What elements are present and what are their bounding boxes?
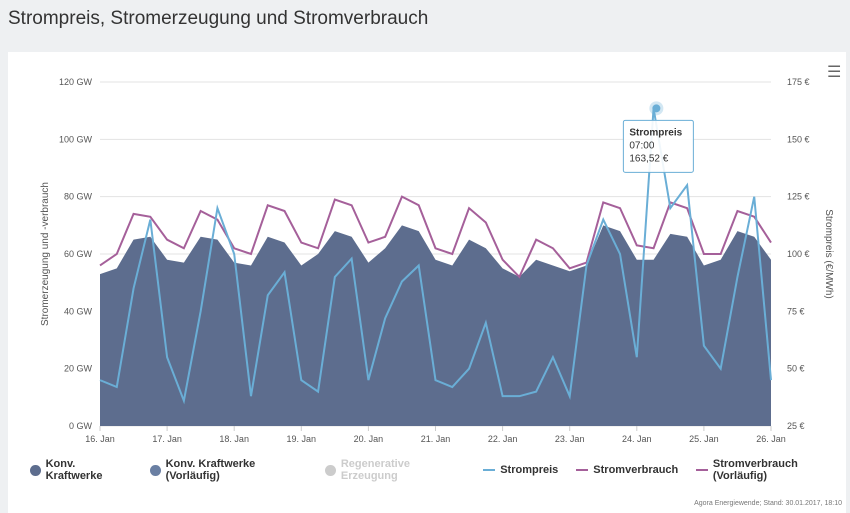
legend: Konv. Kraftwerke Konv. Kraftwerke (Vorläu… xyxy=(30,458,850,482)
legend-line-icon xyxy=(483,469,496,471)
y-tick-left: 40 GW xyxy=(64,306,93,316)
legend-dot-icon xyxy=(30,464,41,476)
y-tick-right: 100 € xyxy=(787,249,810,259)
y-tick-left: 0 GW xyxy=(69,421,93,431)
y-tick-left: 60 GW xyxy=(64,249,93,259)
legend-label: Konv. Kraftwerke xyxy=(45,458,103,482)
legend-label: Stromverbrauch xyxy=(593,464,679,476)
credit: Agora Energiewende; Stand: 30.01.2017, 1… xyxy=(694,500,842,507)
area-konv-kraftwerke xyxy=(100,225,771,426)
legend-label: Regenerative Erzeugung xyxy=(340,458,410,482)
y-axis-label-right: Strompreis (€/MWh) xyxy=(823,209,834,298)
tooltip-title: Strompreis xyxy=(629,127,682,138)
y-tick-right: 75 € xyxy=(787,306,805,316)
y-tick-right: 25 € xyxy=(787,421,805,431)
legend-label: Stromverbrauch (Vorläufig) xyxy=(712,458,798,482)
page-title: Strompreis, Stromerzeugung und Stromverb… xyxy=(8,8,429,29)
y-tick-left: 20 GW xyxy=(64,364,93,374)
x-tick: 19. Jan xyxy=(287,434,317,444)
y-tick-left: 80 GW xyxy=(64,192,93,202)
tooltip-marker xyxy=(652,104,661,113)
tooltip-box xyxy=(622,119,694,173)
legend-line-icon xyxy=(576,469,589,471)
tooltip-value: 163,52 € xyxy=(629,153,668,164)
x-tick: 20. Jan xyxy=(354,434,384,444)
legend-item[interactable]: Regenerative Erzeugung xyxy=(325,458,465,482)
x-tick: 26. Jan xyxy=(756,434,786,444)
legend-label: Konv. Kraftwerke (Vorläufig) xyxy=(165,458,256,482)
legend-item[interactable]: Konv. Kraftwerke (Vorläufig) xyxy=(150,458,307,482)
x-tick: 23. Jan xyxy=(555,434,585,444)
y-tick-left: 100 GW xyxy=(59,134,93,144)
line-stromverbrauch xyxy=(99,195,772,279)
x-tick: 21. Jan xyxy=(421,434,451,444)
x-tick: 25. Jan xyxy=(689,434,719,444)
chart-panel: 0 GW 25 € 20 GW 50 € 40 GW 75 € 60 GW 100 € 80 G… xyxy=(8,52,846,513)
x-tick: 22. Jan xyxy=(488,434,518,444)
legend-dot-icon xyxy=(150,464,161,476)
tooltip-time: 07:00 xyxy=(629,140,654,151)
legend-item[interactable]: Konv. Kraftwerke xyxy=(30,458,132,482)
hamburger-menu-icon[interactable]: ☰ xyxy=(827,64,842,81)
x-tick: 16. Jan xyxy=(85,434,115,444)
y-tick-right: 50 € xyxy=(787,364,805,374)
y-tick-left: 120 GW xyxy=(59,77,93,87)
legend-label: Strompreis xyxy=(500,464,559,476)
legend-item[interactable]: Stromverbrauch (Vorläufig) xyxy=(696,458,850,482)
y-tick-right: 125 € xyxy=(787,192,810,202)
y-tick-right: 150 € xyxy=(787,134,810,144)
legend-item[interactable]: Strompreis xyxy=(483,458,558,482)
x-tick: 24. Jan xyxy=(622,434,652,444)
legend-item[interactable]: Stromverbrauch xyxy=(576,458,678,482)
x-tick: 18. Jan xyxy=(219,434,249,444)
legend-line-icon xyxy=(696,469,708,471)
y-axis-label-left: Stromerzeugung und -verbrauch xyxy=(40,182,51,326)
x-tick: 17. Jan xyxy=(152,434,182,444)
legend-dot-icon xyxy=(325,464,336,476)
y-tick-right: 175 € xyxy=(787,77,810,87)
chart: 0 GW 25 € 20 GW 50 € 40 GW 75 € 60 GW 100 € 80 G… xyxy=(40,77,834,444)
